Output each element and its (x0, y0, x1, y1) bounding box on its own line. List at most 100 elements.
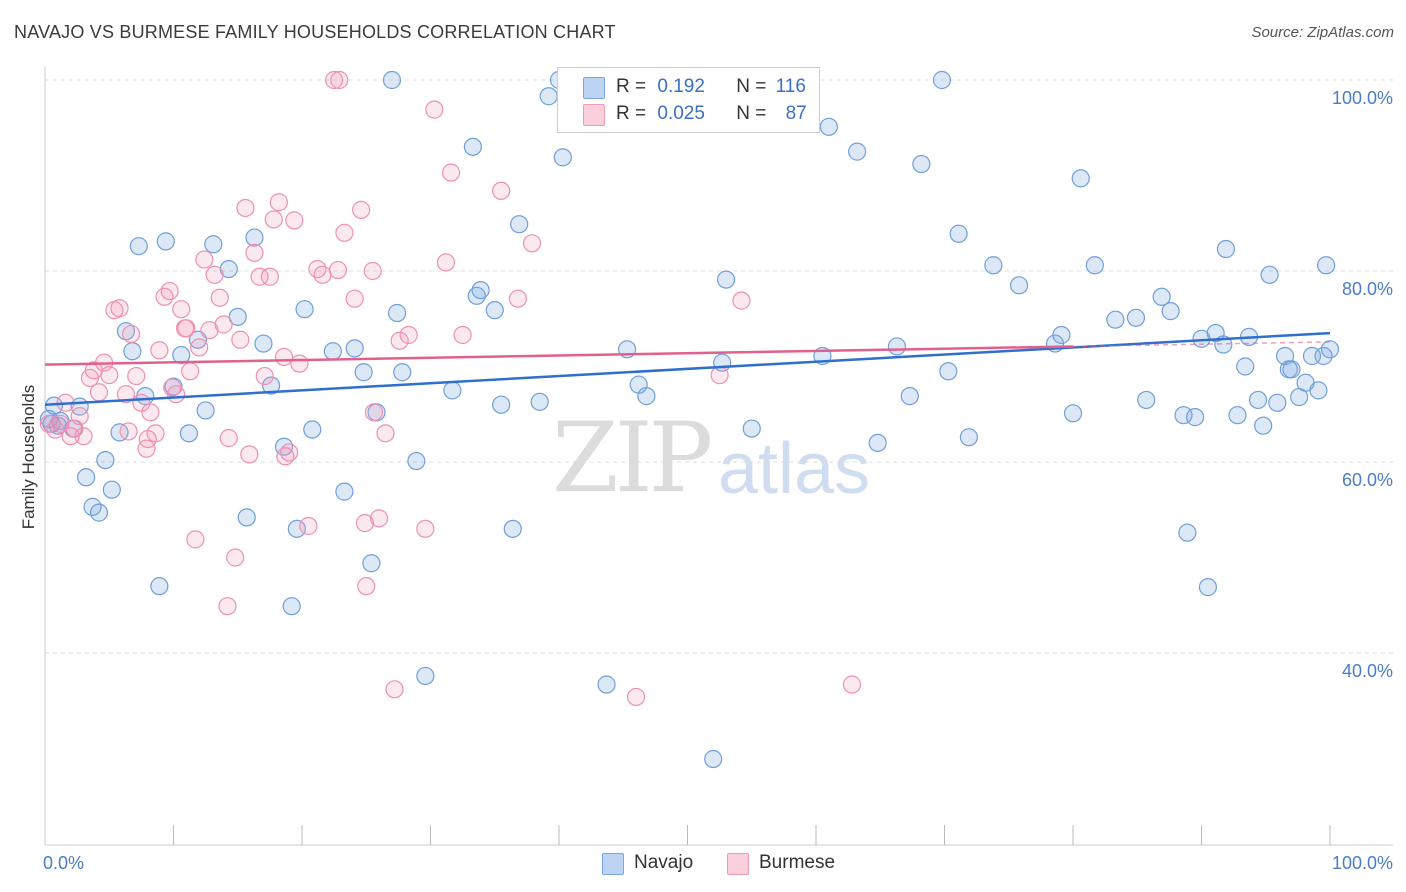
data-point-burmese (127, 366, 146, 386)
data-point-burmese (276, 447, 295, 466)
data-point-navajo (196, 401, 215, 420)
axes (44, 67, 1393, 846)
data-point-navajo (485, 301, 504, 320)
data-point-navajo (1216, 239, 1236, 259)
series-legend: Navajo Burmese (0, 851, 1406, 879)
legend-swatch-navajo (583, 77, 605, 99)
data-point-burmese (416, 519, 435, 538)
data-point-burmese (110, 299, 129, 318)
data-point-burmese (186, 530, 205, 549)
data-point-burmese (308, 259, 327, 279)
data-point-burmese (436, 253, 456, 272)
legend-text-navajo: R = 0.192 N = 116 (616, 76, 806, 98)
data-point-burmese (74, 427, 93, 446)
legend-text-burmese: R = 0.025 N = 87 (616, 103, 807, 125)
data-point-navajo (530, 392, 549, 411)
data-point-navajo (1320, 340, 1340, 359)
data-point-navajo (637, 387, 656, 406)
data-point-navajo (1071, 169, 1090, 188)
data-point-burmese (141, 403, 160, 422)
data-point-navajo (984, 256, 1003, 275)
data-point-burmese (236, 198, 255, 218)
data-point-burmese (330, 70, 349, 90)
data-point-burmese (285, 211, 304, 230)
data-point-navajo (510, 215, 529, 234)
data-point-burmese (732, 291, 751, 310)
data-point-burmese (214, 315, 233, 334)
data-point-navajo (116, 322, 136, 341)
data-point-navajo (237, 508, 256, 527)
data-point-navajo (553, 148, 572, 167)
data-point-navajo (471, 281, 490, 300)
data-point-navajo (387, 303, 407, 323)
data-point-burmese (255, 366, 274, 386)
data-point-navajo (932, 70, 952, 90)
data-point-burmese (205, 265, 224, 284)
data-point-navajo (1152, 287, 1171, 306)
data-point-burmese (218, 597, 237, 616)
data-point-navajo (393, 363, 412, 382)
data-point-navajo (1228, 406, 1247, 425)
legend-r-value: 0.025 (657, 103, 705, 124)
tick-labels: 40.0% 60.0% 80.0% 100.0% 0.0% 100.0% (43, 88, 1393, 873)
data-point-navajo (1137, 390, 1156, 410)
data-point-burmese (160, 281, 179, 301)
data-point-burmese (100, 365, 119, 385)
legend-swatch-navajo (602, 853, 624, 875)
watermark-zip: ZIP (552, 402, 713, 514)
series-burmese (39, 70, 862, 707)
data-point-navajo (1314, 346, 1333, 366)
trend-line-burmese-extension (1072, 341, 1331, 348)
data-point-navajo (204, 235, 223, 254)
data-point-burmese (363, 261, 382, 281)
data-point-navajo (323, 342, 342, 361)
data-point-burmese (138, 429, 157, 449)
data-point-navajo (295, 300, 314, 319)
data-point-navajo (939, 362, 958, 381)
data-point-navajo (1268, 393, 1287, 412)
data-point-navajo (382, 70, 402, 90)
data-point-burmese (195, 250, 214, 269)
watermark-atlas: atlas (718, 429, 871, 509)
data-point-burmese (250, 267, 269, 286)
data-point-burmese (181, 362, 200, 381)
data-point-burmese (269, 193, 288, 212)
data-point-navajo (1198, 578, 1218, 597)
data-point-navajo (362, 554, 381, 573)
data-point-navajo (716, 270, 736, 289)
data-point-burmese (172, 300, 191, 319)
series-navajo (39, 70, 1340, 769)
data-point-burmese (245, 243, 264, 262)
stats-legend: R = 0.192 N = 116 R = 0.025 N = 87 (557, 67, 820, 133)
data-point-navajo (1254, 416, 1273, 435)
data-point-navajo (1236, 357, 1255, 376)
data-point-navajo (354, 363, 373, 382)
data-point-burmese (299, 516, 318, 536)
data-point-burmese (385, 680, 404, 699)
legend-n-label: N = (736, 76, 767, 97)
data-point-navajo (1282, 360, 1301, 379)
data-point-burmese (441, 163, 461, 182)
data-point-burmese (508, 289, 527, 308)
data-point-burmese (626, 687, 646, 707)
legend-n-value: 116 (775, 76, 806, 97)
data-point-navajo (262, 376, 281, 395)
data-point-navajo (287, 519, 306, 538)
data-point-navajo (1052, 325, 1071, 345)
data-point-burmese (376, 424, 395, 443)
data-point-navajo (819, 117, 838, 136)
legend-r-value: 0.192 (657, 76, 705, 97)
data-point-burmese (370, 509, 389, 528)
y-tick-label: 40.0% (1342, 661, 1393, 681)
data-point-navajo (129, 237, 148, 256)
data-point-navajo (949, 224, 968, 243)
data-point-burmese (89, 383, 109, 402)
data-point-burmese (364, 403, 384, 422)
trend-lines (44, 331, 1331, 406)
trend-line-burmese (44, 345, 1074, 366)
data-point-navajo (492, 395, 511, 414)
data-point-navajo (887, 337, 907, 356)
data-point-navajo (345, 339, 364, 358)
data-point-burmese (710, 365, 729, 385)
